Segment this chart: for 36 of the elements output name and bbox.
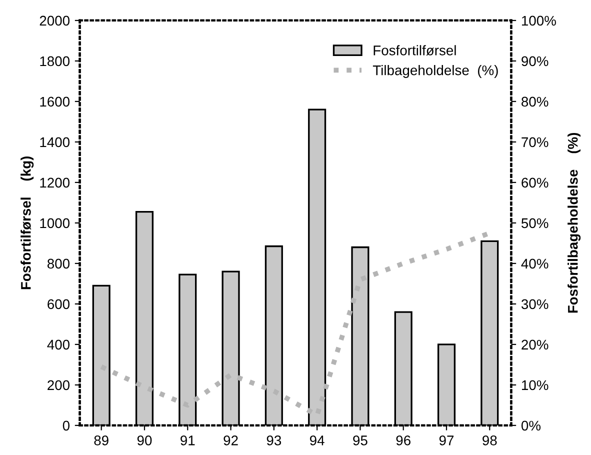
- y-tick-label: 600: [48, 299, 70, 310]
- y2-tick-label: 80%: [522, 96, 548, 107]
- y-tick-label: 1400: [40, 137, 70, 148]
- y2-tick-label: 100%: [522, 16, 556, 26]
- y-axis-title: Fosfortilførsel (kg): [20, 156, 34, 290]
- x-tick-label: 90: [137, 436, 152, 446]
- y-tick-label: 1200: [40, 178, 70, 188]
- y2-tick-label: 30%: [521, 299, 548, 310]
- y2-tick-label: 20%: [522, 340, 548, 350]
- y-tick-label: 2000: [40, 16, 70, 26]
- y-tick-label: 0: [62, 420, 70, 431]
- y-tick-label: 200: [48, 380, 70, 390]
- y-tick-label: 800: [47, 258, 70, 269]
- y-tick-label: 400: [47, 340, 70, 350]
- y2-tick-label: 70%: [522, 137, 548, 148]
- y-tick-label: 1600: [40, 96, 70, 107]
- y2-tick-label: 0%: [521, 420, 541, 431]
- x-tick-label: 98: [482, 436, 497, 446]
- x-tick-label: 95: [353, 436, 368, 446]
- x-tick-label: 91: [180, 436, 195, 446]
- x-tick-label: 97: [439, 436, 454, 446]
- y-tick-label: 1800: [40, 56, 70, 66]
- y2-tick-label: 40%: [521, 258, 548, 269]
- y2-tick-label: 10%: [522, 380, 548, 390]
- x-tick-label: 93: [266, 436, 282, 446]
- y2-tick-label: 60%: [522, 178, 548, 188]
- legend-label: Fosfortilførsel: [374, 45, 456, 56]
- x-tick-label: 94: [310, 436, 324, 446]
- x-tick-label: 89: [94, 436, 108, 446]
- y2-axis-title: Fosfortilbageholdelse (%): [568, 132, 581, 313]
- y-tick-label: 1000: [40, 218, 70, 228]
- y2-tick-label: 50%: [521, 218, 548, 228]
- x-tick-label: 92: [224, 436, 238, 446]
- legend-label: Tilbageholdelse (%): [372, 65, 498, 78]
- y2-tick-label: 90%: [522, 56, 548, 66]
- x-tick-label: 96: [396, 436, 410, 446]
